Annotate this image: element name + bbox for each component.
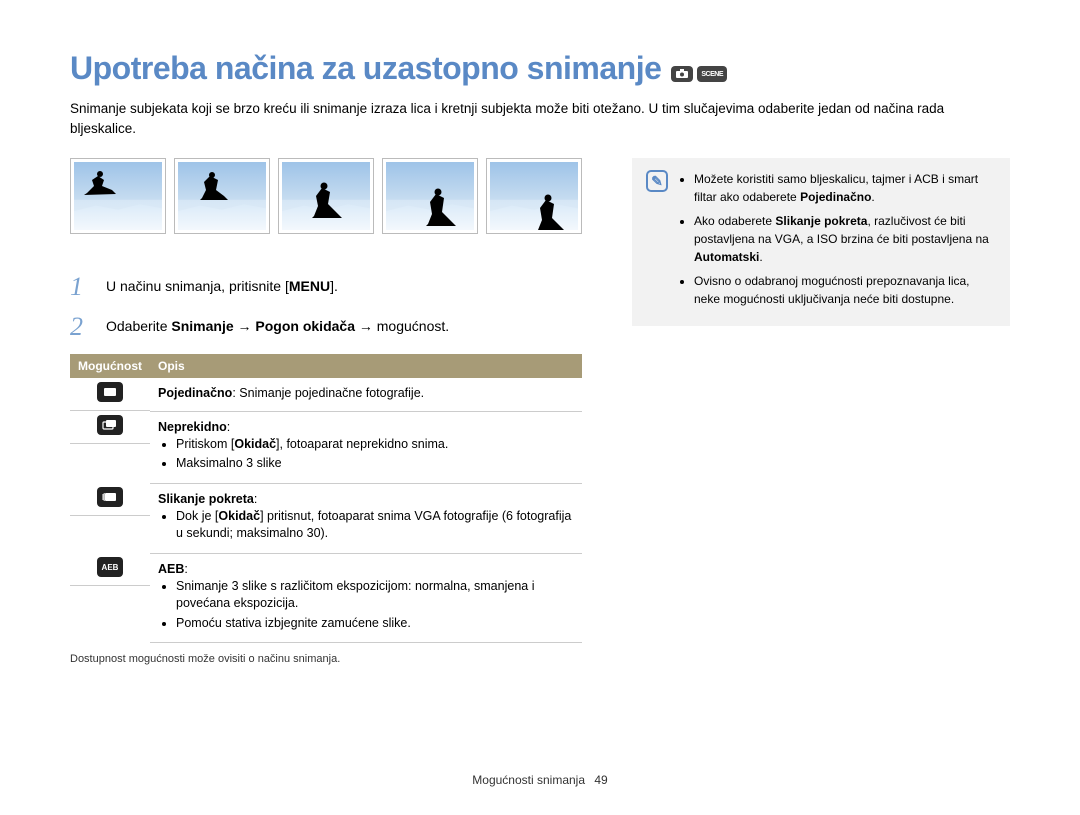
list-item: Možete koristiti samo bljeskalicu, tajme…	[694, 170, 996, 206]
footer-section: Mogućnosti snimanja	[472, 773, 585, 787]
step-2: 2 Odaberite Snimanje → Pogon okidača → m…	[70, 314, 582, 340]
step2-b1: Snimanje	[171, 318, 233, 334]
page-footer: Mogućnosti snimanja 49	[0, 773, 1080, 787]
list-item: Ovisno o odabranoj mogućnosti prepoznava…	[694, 272, 996, 308]
intro-text: Snimanje subjekata koji se brzo kreću il…	[70, 99, 1010, 138]
burst-illustration	[70, 158, 582, 234]
step-number: 2	[70, 314, 90, 340]
list-item: Ako odaberete Slikanje pokreta, razlučiv…	[694, 212, 996, 266]
mode-badge-scene: SCENE	[697, 66, 727, 82]
row-bullets: Dok je [Okidač] pritisnut, fotoaparat sn…	[158, 508, 574, 543]
list-item: Snimanje 3 slike s različitom ekspozicij…	[176, 578, 574, 613]
step-1: 1 U načinu snimanja, pritisnite [MENU].	[70, 274, 582, 300]
page-title: Upotreba načina za uzastopno snimanje	[70, 50, 661, 87]
step1-suffix: ].	[330, 278, 338, 294]
motion-capture-icon	[97, 487, 123, 507]
table-row: AEB AEB: Snimanje 3 slike s različitom e…	[70, 553, 582, 643]
footer-page: 49	[594, 773, 607, 787]
mode-icons: SCENE	[671, 66, 727, 82]
step2-b2: Pogon okidača	[255, 318, 355, 334]
step1-prefix: U načinu snimanja, pritisnite [	[106, 278, 289, 294]
list-item: Pritiskom [Okidač], fotoaparat neprekidn…	[176, 436, 574, 454]
continuous-icon	[97, 415, 123, 435]
table-footnote: Dostupnost mogućnosti može ovisiti o nač…	[70, 653, 582, 665]
row-title: Pojedinačno	[158, 386, 232, 400]
table-row: Slikanje pokreta: Dok je [Okidač] pritis…	[70, 483, 582, 553]
mode-badge-camera	[671, 66, 693, 82]
step-number: 1	[70, 274, 90, 300]
row-title: Neprekidno	[158, 420, 227, 434]
row-bullets: Snimanje 3 slike s različitom ekspozicij…	[158, 578, 574, 633]
row-bullets: Pritiskom [Okidač], fotoaparat neprekidn…	[158, 436, 574, 473]
row-title: AEB	[158, 562, 184, 576]
table-row: Neprekidno: Pritiskom [Okidač], fotoapar…	[70, 411, 582, 483]
list-item: Maksimalno 3 slike	[176, 455, 574, 473]
list-item: Dok je [Okidač] pritisnut, fotoaparat sn…	[176, 508, 574, 543]
row-title: Slikanje pokreta	[158, 492, 254, 506]
single-shot-icon	[97, 382, 123, 402]
table-row: Pojedinačno: Snimanje pojedinačne fotogr…	[70, 378, 582, 411]
th-desc: Opis	[150, 354, 582, 378]
menu-key: MENU	[289, 278, 330, 294]
step2-suffix: mogućnost.	[377, 318, 449, 334]
options-table: Mogućnost Opis Pojedinačno: Snimanje poj…	[70, 354, 582, 643]
step2-prefix: Odaberite	[106, 318, 171, 334]
th-option: Mogućnost	[70, 354, 150, 378]
list-item: Pomoću stativa izbjegnite zamućene slike…	[176, 615, 574, 633]
info-box: ✎ Možete koristiti samo bljeskalicu, taj…	[632, 158, 1010, 326]
info-bullets: Možete koristiti samo bljeskalicu, tajme…	[678, 170, 996, 314]
info-icon: ✎	[646, 170, 668, 192]
aeb-icon: AEB	[97, 557, 123, 577]
